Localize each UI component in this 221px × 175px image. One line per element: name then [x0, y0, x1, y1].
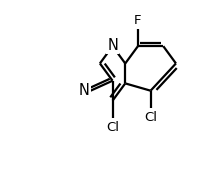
- Text: F: F: [134, 14, 142, 27]
- Text: Cl: Cl: [144, 111, 157, 124]
- Text: N: N: [79, 83, 90, 98]
- Text: N: N: [107, 38, 118, 53]
- Text: Cl: Cl: [106, 121, 119, 134]
